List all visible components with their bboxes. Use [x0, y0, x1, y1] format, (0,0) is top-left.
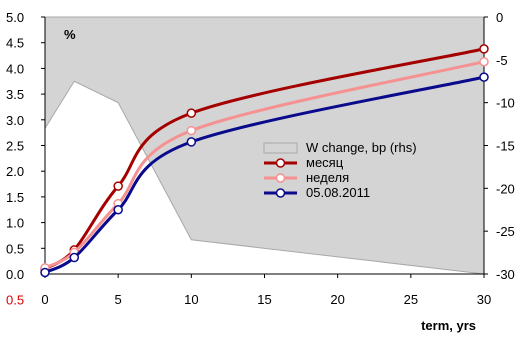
y-left-tick-label: 5.0: [6, 10, 24, 25]
line-series-0-point: [113, 181, 123, 191]
y-left-tick-label: 3.0: [6, 113, 24, 128]
y-left-tick-label: 2.5: [6, 139, 24, 154]
y-left-tick-label: 1.0: [6, 216, 24, 231]
line-series-2-point: [40, 267, 50, 278]
y-left-tick-label: 2.0: [6, 164, 24, 179]
y-right-tick-label: -20: [496, 181, 515, 196]
x-tick-label: 20: [330, 292, 344, 307]
x-tick-label: 5: [115, 292, 122, 307]
y-left-below-axis-label: 0.5: [6, 293, 24, 308]
legend-label-0: месяц: [306, 155, 344, 170]
line-series-2-point: [113, 205, 123, 215]
y-right-tick-label: 0: [496, 10, 503, 25]
x-tick-label: 30: [477, 292, 491, 307]
y-right-tick-label: -30: [496, 267, 515, 282]
line-series-2-point: [69, 252, 80, 263]
y-right-tick-label: -5: [496, 53, 508, 68]
line-series-1-point: [186, 125, 197, 136]
legend-swatch-marker-1: [275, 173, 286, 183]
line-series-0-point: [479, 44, 489, 54]
y-left-tick-label: 4.0: [6, 61, 24, 76]
legend-swatch-marker-2: [275, 188, 286, 198]
legend-label-area: W change, bp (rhs): [306, 140, 417, 155]
y-right-tick-label: -25: [496, 224, 515, 239]
y-left-tick-label: 4.5: [6, 36, 24, 51]
line-series-2-point: [186, 137, 197, 147]
unit-label: %: [64, 27, 76, 42]
legend-label-2: 05.08.2011: [306, 185, 370, 200]
tick-labels: 5.0 4.5 4.0 3.5 3.0 2.5 2.0 1.5 1.0 0.5 0.0 0.5 0 -5 -…: [6, 10, 515, 308]
line-series-2-point: [479, 72, 489, 82]
legend-swatch-area: [263, 142, 298, 154]
line-series-0-point: [186, 108, 197, 118]
line-series-layer: [40, 44, 489, 278]
y-left-tick-label: 0.0: [6, 267, 24, 282]
line-series-1-point: [479, 56, 489, 67]
y-left-tick-label: 1.5: [6, 190, 24, 205]
x-axis-title: term, yrs: [421, 318, 476, 333]
y-left-tick-label: 3.5: [6, 87, 24, 102]
x-tick-label: 10: [184, 292, 198, 307]
y-right-tick-label: -10: [496, 96, 515, 111]
x-tick-label: 15: [257, 292, 271, 307]
legend-swatch-marker-0: [275, 158, 286, 168]
x-tick-label: 25: [404, 292, 418, 307]
x-tick-label: 0: [41, 292, 48, 307]
y-right-tick-label: -15: [496, 139, 515, 154]
legend-label-1: неделя: [306, 170, 349, 185]
y-left-tick-label: 0.5: [6, 241, 24, 256]
